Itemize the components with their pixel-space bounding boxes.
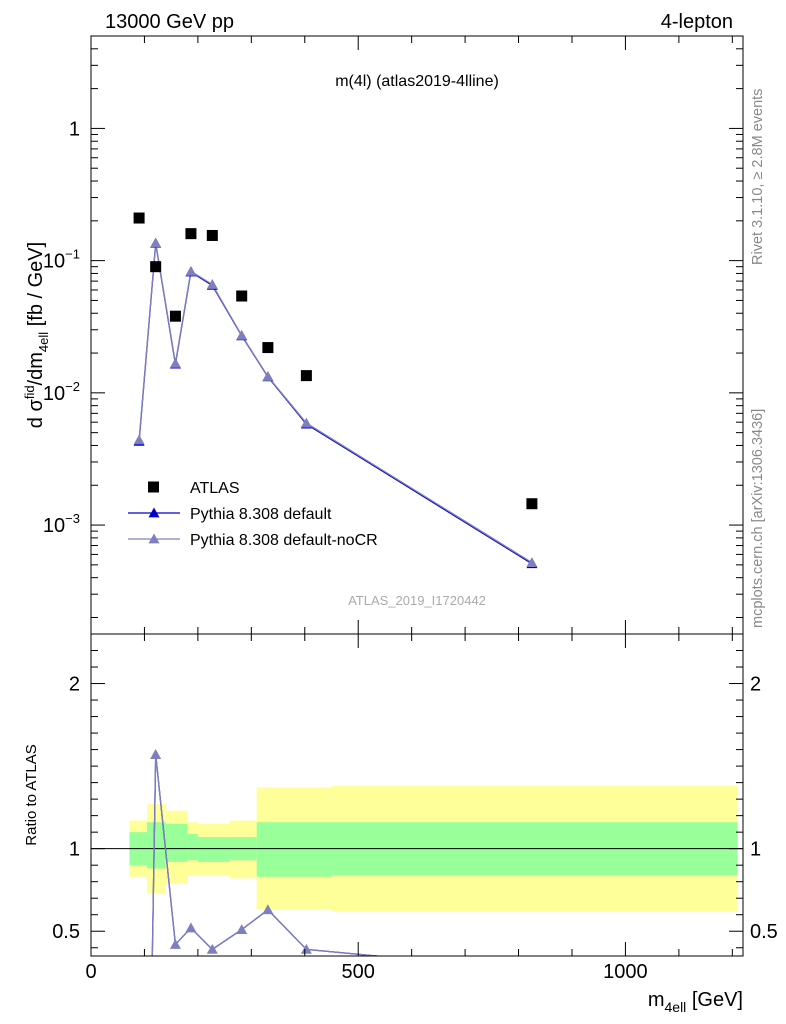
- legend-marker: [148, 533, 160, 544]
- plot-title: m(4l) (atlas2019-4lline): [335, 73, 499, 90]
- rivet-label: Rivet 3.1.10, ≥ 2.8M events: [750, 89, 766, 265]
- x-axis-label: m4ell [GeV]: [648, 989, 743, 1015]
- ratio-marker: [185, 922, 197, 933]
- series-marker: [206, 278, 218, 289]
- main-series: [133, 212, 538, 569]
- atlas-data-point: [169, 310, 181, 322]
- main-y-axis-ticks: 10−3 10−2 10−1 1: [43, 35, 743, 618]
- ratio-series: [150, 749, 384, 956]
- ratio-y-tick-label: 2: [750, 674, 761, 696]
- ratio-axis-ticks: 0 500 1000 0.5 0.5 1 1 2 2: [52, 634, 778, 983]
- band-inner: [147, 822, 166, 869]
- atlas-data-point: [206, 229, 218, 241]
- ratio-panel-frame: [90, 633, 744, 957]
- ratio-y-tick-label: 0.5: [750, 921, 778, 943]
- ratio-y-tick-label: 2: [69, 674, 80, 696]
- ratio-y-tick-label: 1: [750, 839, 761, 861]
- ratio-marker: [150, 749, 162, 759]
- atlas-data-point: [133, 212, 145, 224]
- legend-label: Pythia 8.308 default: [190, 506, 332, 523]
- x-tick-label: 500: [342, 961, 375, 983]
- series-marker: [236, 329, 248, 340]
- atlas-data-point: [185, 228, 197, 240]
- band-inner: [187, 833, 198, 861]
- atlas-data-point: [262, 342, 274, 354]
- main-y-axis-label: d σfid/dm4ell [fb / GeV]: [22, 242, 51, 428]
- series-marker: [185, 265, 197, 276]
- series-marker: [262, 370, 274, 381]
- y-tick-label: 10−1: [43, 247, 80, 273]
- y-tick-label: 10−2: [43, 379, 80, 405]
- atlas-data-point: [236, 290, 248, 302]
- series-marker: [133, 434, 145, 445]
- series-marker: [526, 557, 538, 568]
- legend-marker-atlas: [148, 481, 159, 493]
- legend: ATLAS Pythia 8.308 default Pythia 8.308 de…: [128, 480, 378, 549]
- series-marker: [169, 357, 181, 368]
- atlas-data-point: [150, 261, 162, 273]
- atlas-data-point: [300, 370, 312, 382]
- ratio-marker: [262, 904, 274, 915]
- band-inner: [165, 823, 188, 862]
- legend-label: Pythia 8.308 default-noCR: [190, 532, 378, 549]
- band-inner: [256, 822, 332, 877]
- ratio-y-axis-label: Ratio to ATLAS: [23, 744, 40, 845]
- ratio-marker: [236, 924, 248, 934]
- x-tick-label: 0: [85, 961, 96, 983]
- uncertainty-bands: [91, 785, 743, 912]
- ratio-panel: 0 500 1000 0.5 0.5 1 1 2 2 Ratio to ATLAS: [23, 633, 778, 983]
- atlas-data-point: [526, 498, 538, 510]
- y-tick-label: 10−3: [43, 511, 80, 537]
- main-panel-frame: [90, 35, 744, 635]
- ratio-y-tick-label: 0.5: [52, 921, 80, 943]
- main-panel: m(4l) (atlas2019-4lline) ATLAS_2019_I172…: [22, 35, 744, 635]
- legend-marker: [148, 507, 160, 518]
- series-marker: [300, 417, 312, 428]
- legend-label: ATLAS: [190, 480, 240, 497]
- ratio-marker: [169, 938, 181, 949]
- header-beam-label: 13000 GeV pp: [105, 11, 234, 33]
- mcplots-label: mcplots.cern.ch [arXiv:1306.3436]: [750, 409, 766, 628]
- ratio-marker: [206, 943, 218, 954]
- x-tick-label: 1000: [603, 961, 648, 983]
- y-tick-label: 1: [69, 118, 80, 140]
- main-x-axis-ticks: [90, 36, 733, 634]
- series-marker: [150, 237, 162, 248]
- header-process-label: 4-lepton: [661, 11, 733, 33]
- band-inner: [197, 837, 230, 862]
- analysis-watermark: ATLAS_2019_I1720442: [348, 593, 486, 608]
- ratio-marker: [300, 943, 312, 954]
- ratio-y-tick-label: 1: [69, 839, 80, 861]
